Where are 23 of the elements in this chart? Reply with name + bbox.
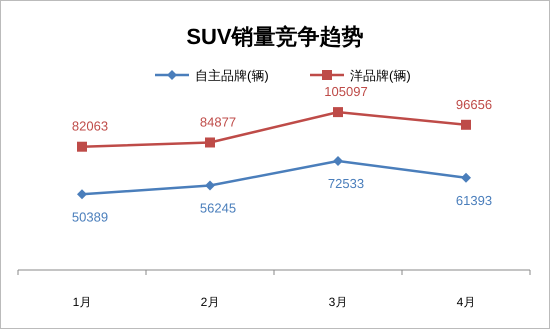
data-label: 105097 <box>324 84 368 100</box>
point <box>77 142 87 152</box>
point <box>205 137 215 148</box>
data-label: 84877 <box>200 114 236 130</box>
point <box>77 189 87 200</box>
data-label: 61393 <box>456 192 492 208</box>
point <box>333 156 343 166</box>
x-tick-label: 2月 <box>200 295 220 309</box>
x-tick-label: 3月 <box>328 295 348 309</box>
point <box>461 172 471 183</box>
x-tick-label: 4月 <box>456 295 476 309</box>
data-label: 82063 <box>72 118 108 134</box>
data-label: 96656 <box>456 96 492 112</box>
data-label: 72533 <box>328 176 364 192</box>
chart-title: SUV销量竞争趋势 <box>186 24 364 49</box>
legend-label: 洋品牌(辆) <box>350 68 411 83</box>
data-label: 50389 <box>72 209 108 224</box>
point <box>461 120 471 130</box>
data-label: 56245 <box>200 200 236 216</box>
point <box>333 107 343 118</box>
x-tick-label: 1月 <box>72 295 92 309</box>
point <box>205 180 215 190</box>
legend-label: 自主品牌(辆) <box>195 68 269 83</box>
